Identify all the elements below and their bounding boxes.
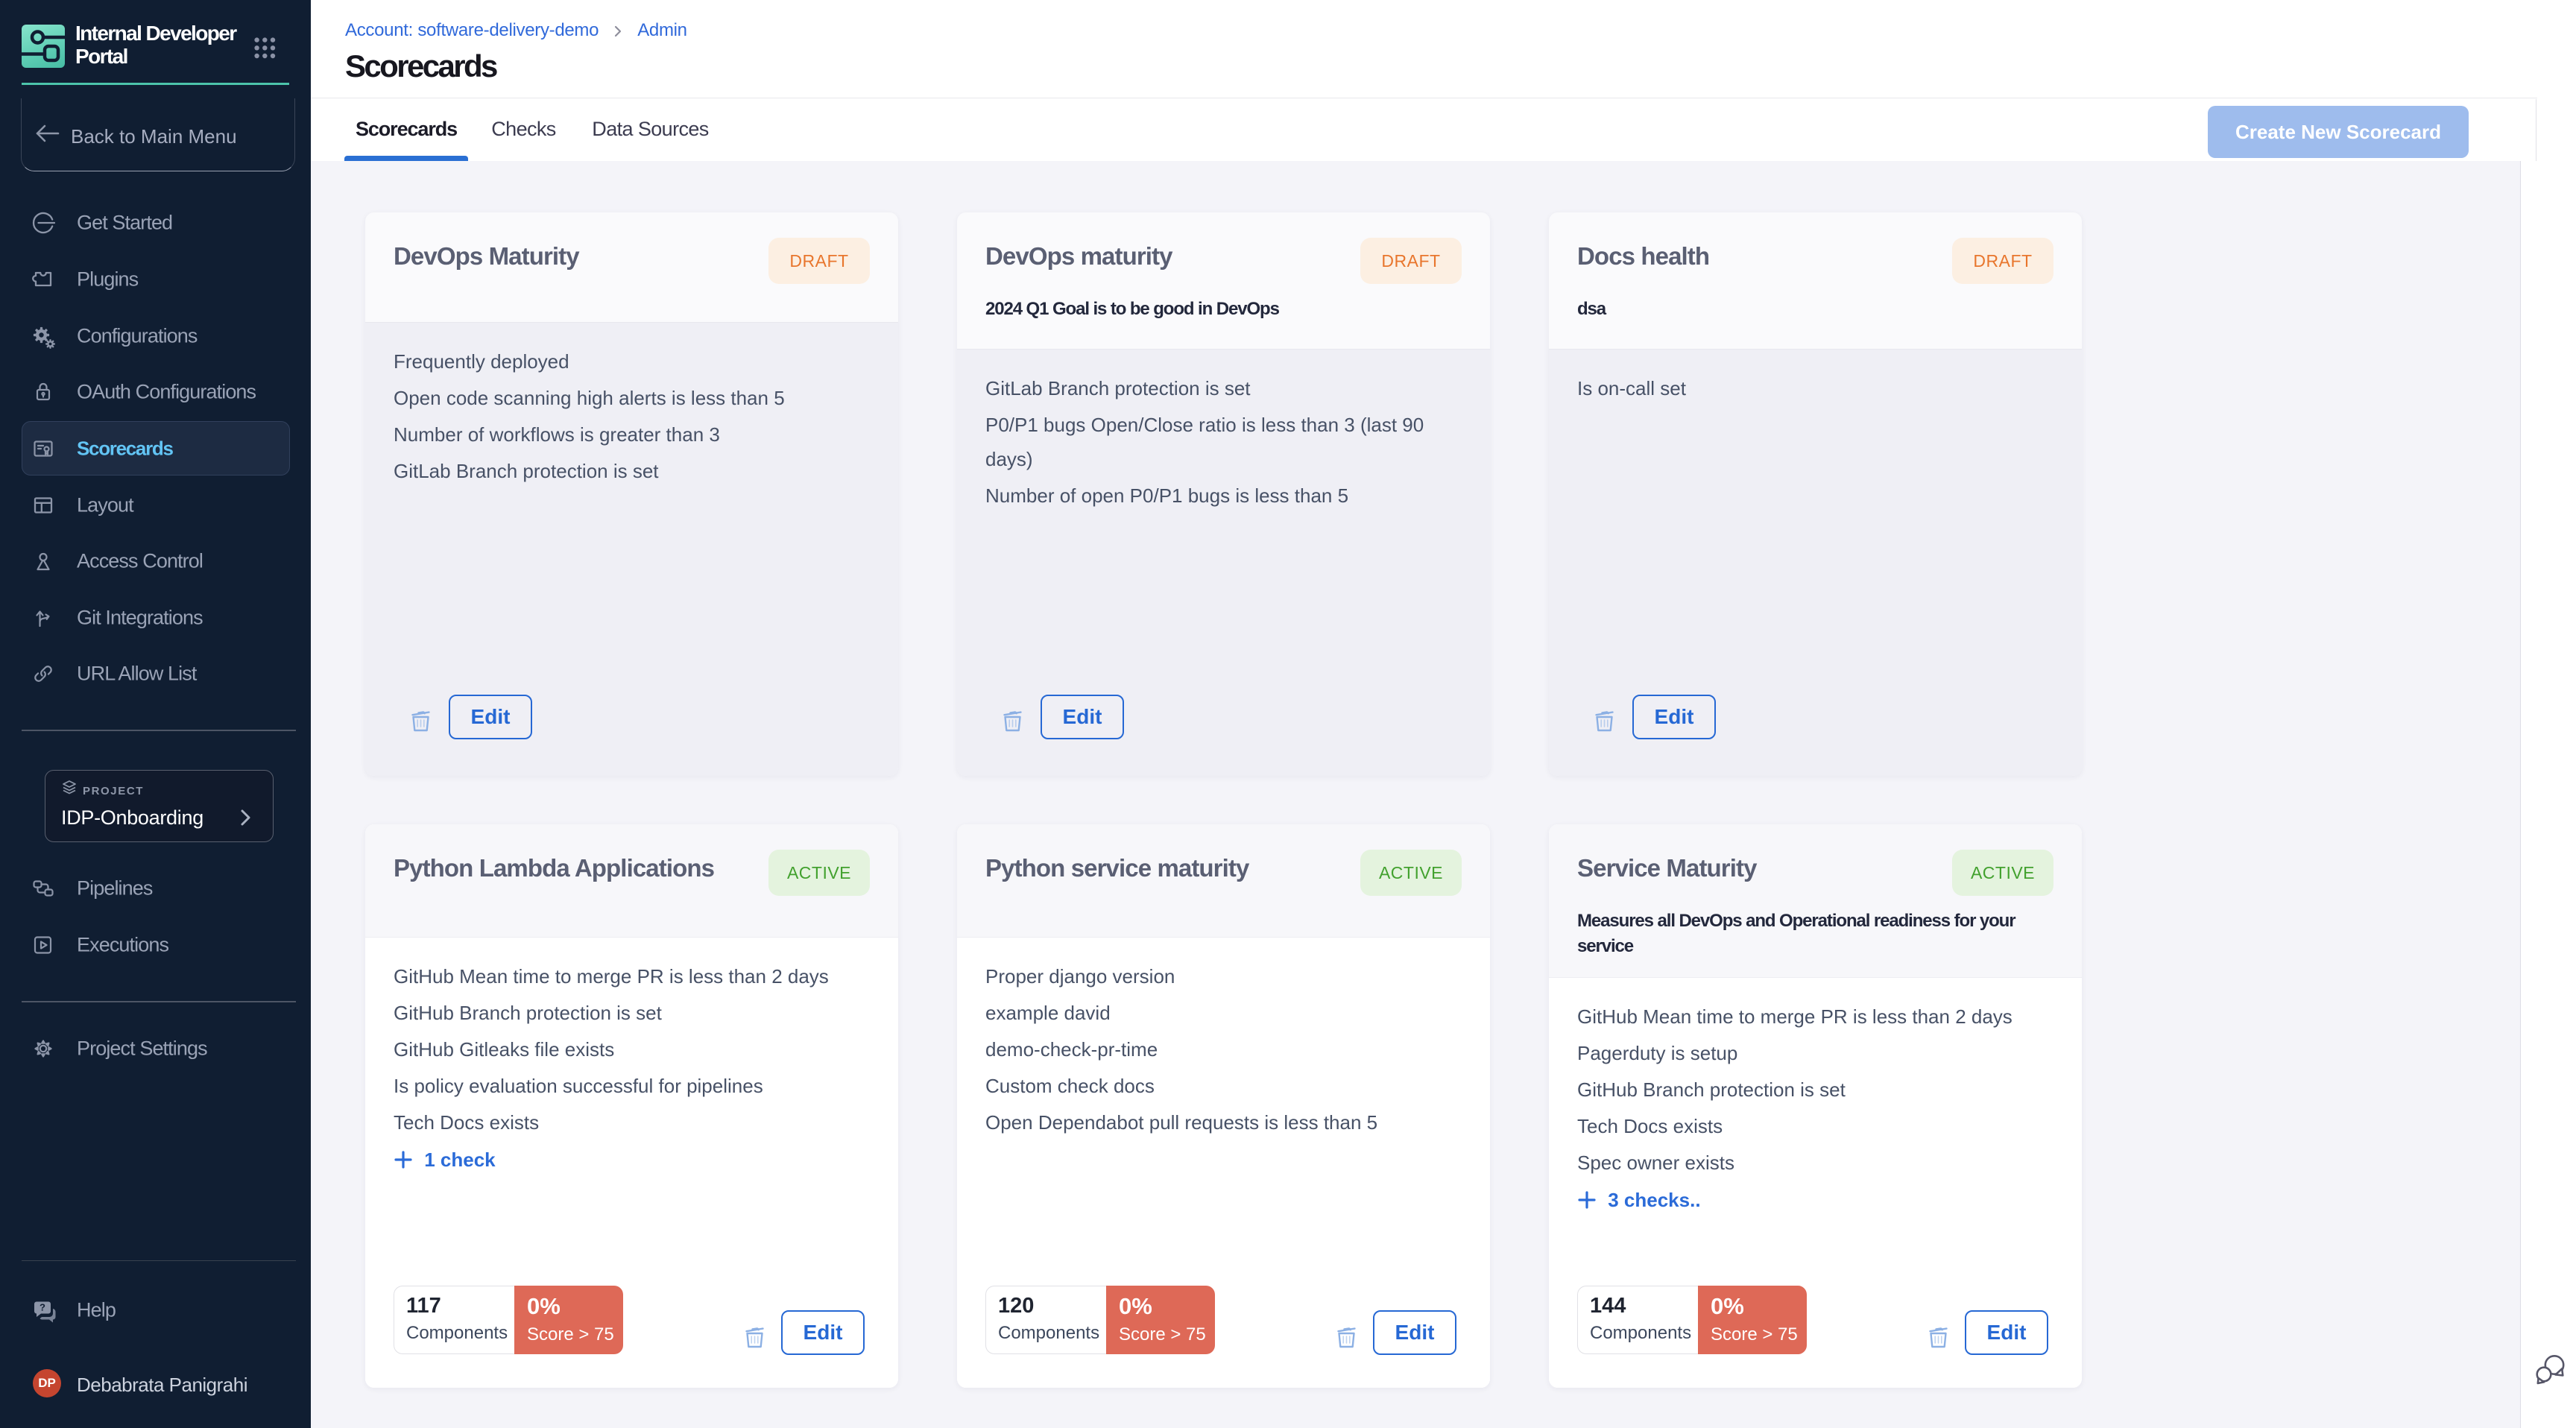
svg-text:?: ?	[40, 1301, 45, 1312]
